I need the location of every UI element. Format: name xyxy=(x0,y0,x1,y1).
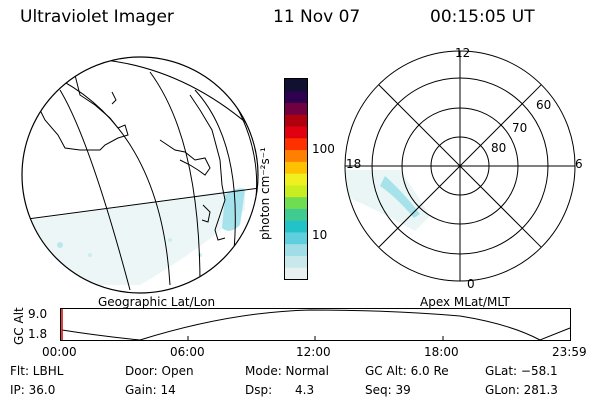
color-bar-swatch xyxy=(285,102,307,115)
colorbar-tick-100: 100 xyxy=(312,142,335,156)
timeline-x-tick-0600: 06:00 xyxy=(170,345,205,359)
color-bar-swatch xyxy=(285,126,307,139)
mlat-60-label: 60 xyxy=(536,98,552,112)
status-flt: Flt: LBHL xyxy=(10,364,64,378)
timeline-x-tick-0000: 00:00 xyxy=(42,345,77,359)
color-bar-swatch xyxy=(285,149,307,162)
status-seq: Seq: 39 xyxy=(365,383,411,397)
polar-plot xyxy=(344,50,576,282)
status-glat: GLat: −58.1 xyxy=(485,364,558,378)
color-bar-swatch xyxy=(285,184,307,198)
color-bar-swatch xyxy=(285,255,307,268)
color-bar xyxy=(284,78,308,280)
color-bar-swatch xyxy=(285,208,307,221)
timeline-x-tick-1800: 18:00 xyxy=(424,345,459,359)
status-gc-alt: GC Alt: 6.0 Re xyxy=(365,364,449,378)
color-bar-swatch xyxy=(285,231,307,245)
color-bar-swatch xyxy=(285,196,307,209)
color-bar-swatch xyxy=(285,137,307,151)
color-bar-swatch xyxy=(285,220,307,233)
color-bar-swatch xyxy=(285,114,307,127)
color-bar-swatch xyxy=(285,267,307,280)
color-bar-swatch xyxy=(285,161,307,174)
polar-panel-label: Apex MLat/MLT xyxy=(420,295,510,309)
mlt-0-label: 0 xyxy=(467,277,475,291)
status-dsp: Dsp: 4.3 xyxy=(245,383,315,397)
status-mode: Mode: Normal xyxy=(245,364,329,378)
timeline-y-tick-9: 9.0 xyxy=(28,307,48,321)
colorbar-unit-label: photon cm⁻²s⁻¹ xyxy=(258,147,272,240)
geo-panel-label: Geographic Lat/Lon xyxy=(98,295,216,309)
time-label: 00:15:05 UT xyxy=(430,7,535,27)
timeline-x-tick-1200: 12:00 xyxy=(296,345,331,359)
mlt-18-label: 18 xyxy=(346,157,362,171)
mlat-80-label: 80 xyxy=(491,141,507,155)
status-glon: GLon: 281.3 xyxy=(485,383,558,397)
timeline-y-axis-label: GC Alt xyxy=(12,307,26,345)
timeline-y-tick-1-8: 1.8 xyxy=(28,327,48,341)
mlt-6-label: 6 xyxy=(575,157,583,171)
color-bar-frame xyxy=(284,78,308,280)
color-bar-swatch xyxy=(285,79,307,92)
colorbar-tick-10: 10 xyxy=(312,228,328,242)
color-bar-swatch xyxy=(285,243,307,256)
mlt-12-label: 12 xyxy=(455,46,471,60)
color-bar-swatch xyxy=(285,173,307,186)
status-ip: IP: 36.0 xyxy=(10,383,56,397)
status-door: Door: Open xyxy=(125,364,194,378)
instrument-title: Ultraviolet Imager xyxy=(20,7,174,27)
mlat-70-label: 70 xyxy=(512,121,528,135)
date-label: 11 Nov 07 xyxy=(273,7,361,27)
color-bar-swatch xyxy=(285,90,307,104)
altitude-timeline xyxy=(60,308,571,341)
status-gain: Gain: 14 xyxy=(125,383,176,397)
timeline-x-tick-2359: 23:59 xyxy=(552,345,587,359)
